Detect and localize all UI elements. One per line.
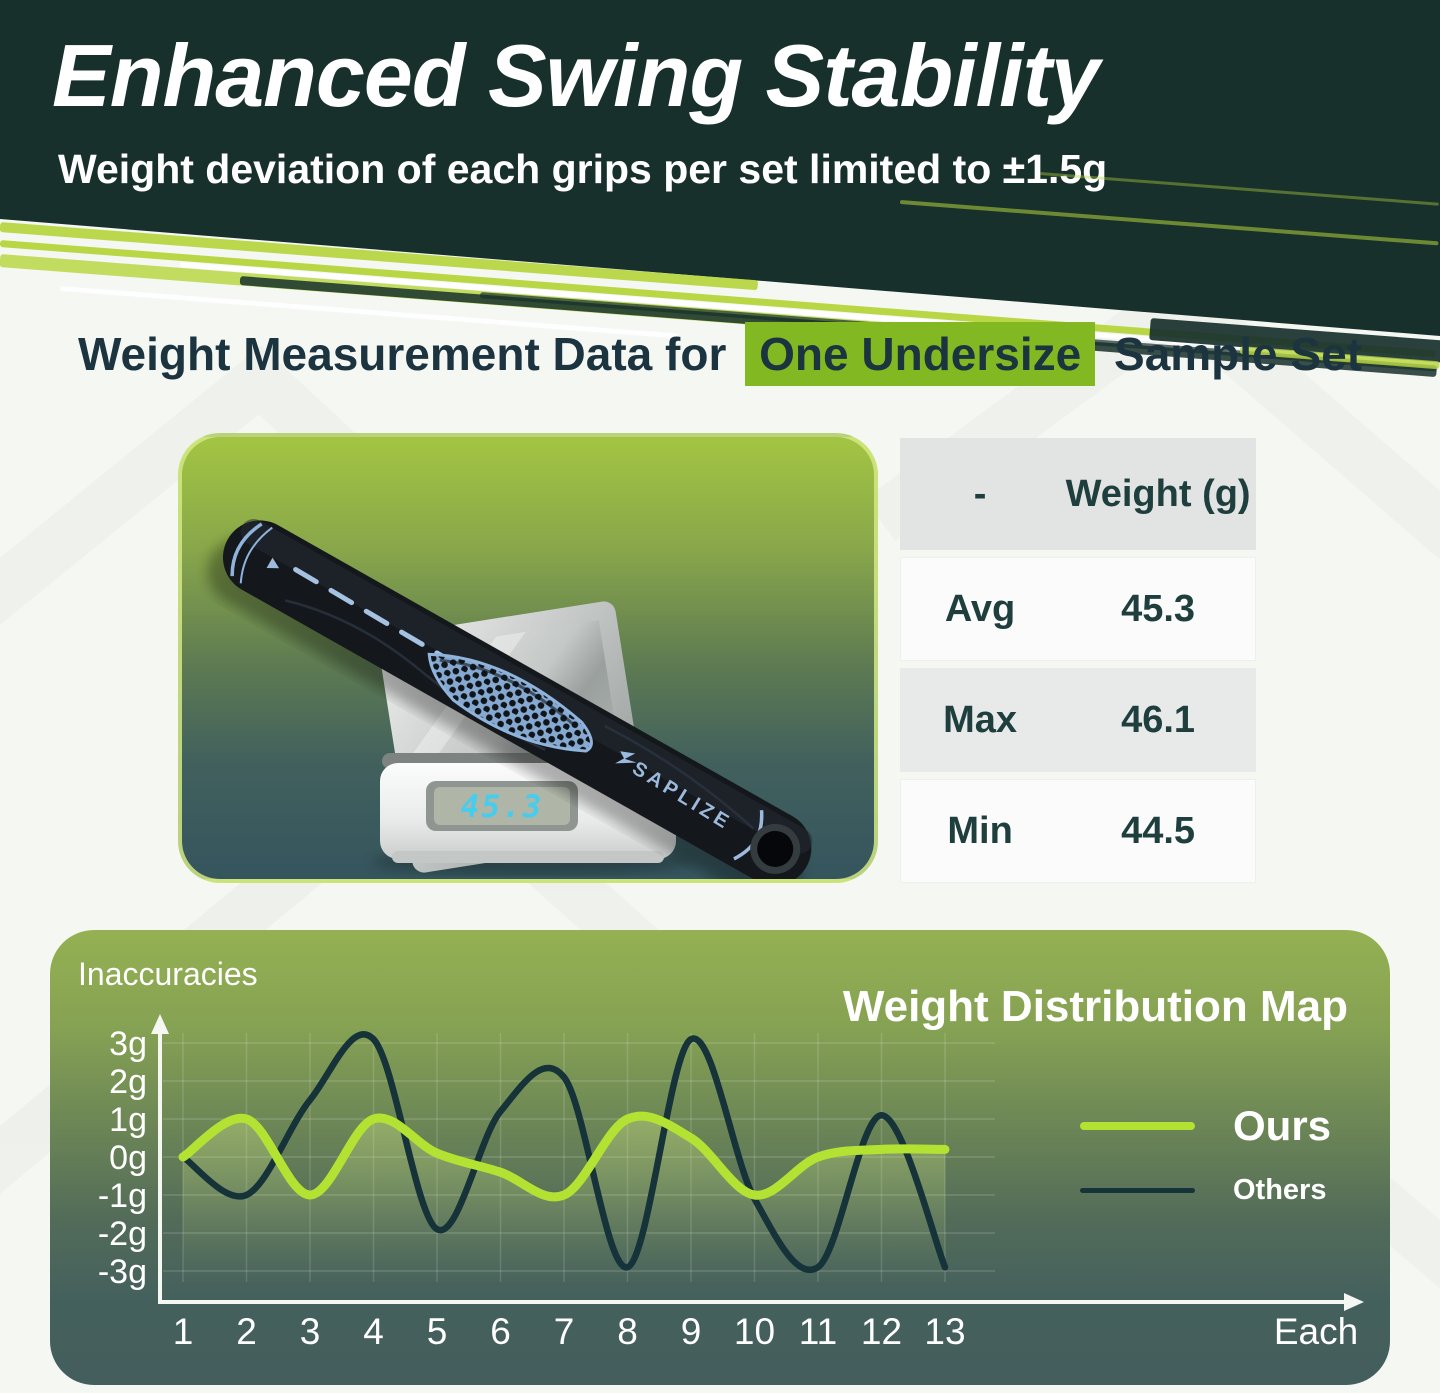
legend-swatch-others — [1080, 1188, 1195, 1193]
row-value: 45.3 — [1121, 587, 1196, 630]
x-tick-label: 7 — [554, 1311, 575, 1352]
grip-end-hole — [757, 830, 794, 867]
row-label: Avg — [944, 587, 1016, 630]
table-col-header: - — [973, 472, 987, 515]
brand-logo-icon — [615, 751, 637, 764]
grip-texture — [604, 724, 755, 830]
x-tick-label: 8 — [617, 1311, 638, 1352]
page-subtitle: Weight deviation of each grips per set l… — [58, 146, 1108, 192]
y-tick-label: 3g — [109, 1025, 147, 1063]
scale-lcd — [434, 787, 570, 825]
chart-legend: Ours Others — [1080, 1102, 1331, 1207]
y-axis-arrow-icon — [151, 1014, 169, 1034]
y-tick-label: 2g — [109, 1063, 147, 1101]
x-axis-arrow-icon — [1344, 1293, 1364, 1311]
x-tick-label: 2 — [236, 1311, 257, 1352]
x-axis-end-label: Each — [1274, 1311, 1358, 1352]
chart-axis-title: Inaccuracies — [78, 956, 258, 992]
y-tick-label: -1g — [98, 1177, 147, 1215]
x-tick-label: 9 — [681, 1311, 702, 1352]
row-value: 46.1 — [1121, 698, 1196, 741]
table-col-header: Weight (g) — [1065, 472, 1251, 515]
page-title: Enhanced Swing Stability — [52, 26, 1100, 125]
row-label: Min — [947, 809, 1013, 852]
x-tick-label: 10 — [734, 1311, 775, 1352]
measurement-table: - Weight (g) Avg 45.3 Max 46.1 Min 44.5 — [900, 438, 1256, 883]
y-tick-label: -3g — [98, 1253, 147, 1291]
golf-grip: SAPLIZE — [207, 519, 813, 879]
chart-heading: Weight Distribution Map — [842, 982, 1348, 1031]
section-title-suffix: Sample Set — [1114, 328, 1363, 380]
legend-swatch-ours — [1080, 1122, 1195, 1130]
row-label: Max — [943, 698, 1018, 741]
grip-butt-ring — [239, 526, 273, 584]
legend-item-ours: Ours — [1080, 1102, 1331, 1150]
table-header-row: - Weight (g) — [900, 438, 1256, 550]
ours-series-line — [178, 1111, 950, 1202]
x-tick-label: 13 — [924, 1311, 965, 1352]
product-photo-card: 45.3 SAPLIZE — [178, 433, 878, 883]
x-tick-label: 4 — [363, 1311, 384, 1352]
x-tick-label: 5 — [427, 1311, 448, 1352]
x-tick-label: 3 — [300, 1311, 321, 1352]
ours-area-fill — [183, 1116, 945, 1285]
grip-arrow-icon — [266, 557, 280, 569]
y-tick-label: -2g — [98, 1215, 147, 1253]
grip-butt-ring — [230, 522, 263, 577]
y-tick-label: 1g — [109, 1101, 147, 1139]
x-tick-label: 12 — [861, 1311, 902, 1352]
grip-honeycomb-patch — [427, 652, 593, 753]
x-tick-label: 6 — [490, 1311, 511, 1352]
grip-honeycomb-edge — [439, 658, 575, 726]
section-title-highlight: One Undersize — [745, 322, 1096, 386]
y-tick-label: 0g — [109, 1139, 147, 1177]
x-tick-label: 11 — [799, 1311, 837, 1352]
table-row-max: Max 46.1 — [900, 668, 1256, 772]
scale-photo-illustration: 45.3 SAPLIZE — [207, 519, 813, 879]
table-row-min: Min 44.5 — [900, 779, 1256, 883]
row-value: 44.5 — [1121, 809, 1196, 852]
x-tick-label: 1 — [173, 1311, 194, 1352]
scale-foot — [392, 851, 664, 863]
legend-label-others: Others — [1233, 1174, 1327, 1206]
weight-distribution-chart: 3g 2g 1g 0g -1g -2g -3g 1 2 3 4 5 6 7 8 9 10 11 12 13 Each I… — [50, 930, 1390, 1385]
lcd-reading: 45.3 — [461, 789, 544, 825]
section-title: Weight Measurement Data for One Undersiz… — [0, 322, 1440, 386]
legend-item-others: Others — [1080, 1174, 1331, 1207]
table-row-avg: Avg 45.3 — [900, 557, 1256, 661]
legend-label-ours: Ours — [1233, 1102, 1332, 1149]
section-title-prefix: Weight Measurement Data for — [77, 328, 727, 380]
